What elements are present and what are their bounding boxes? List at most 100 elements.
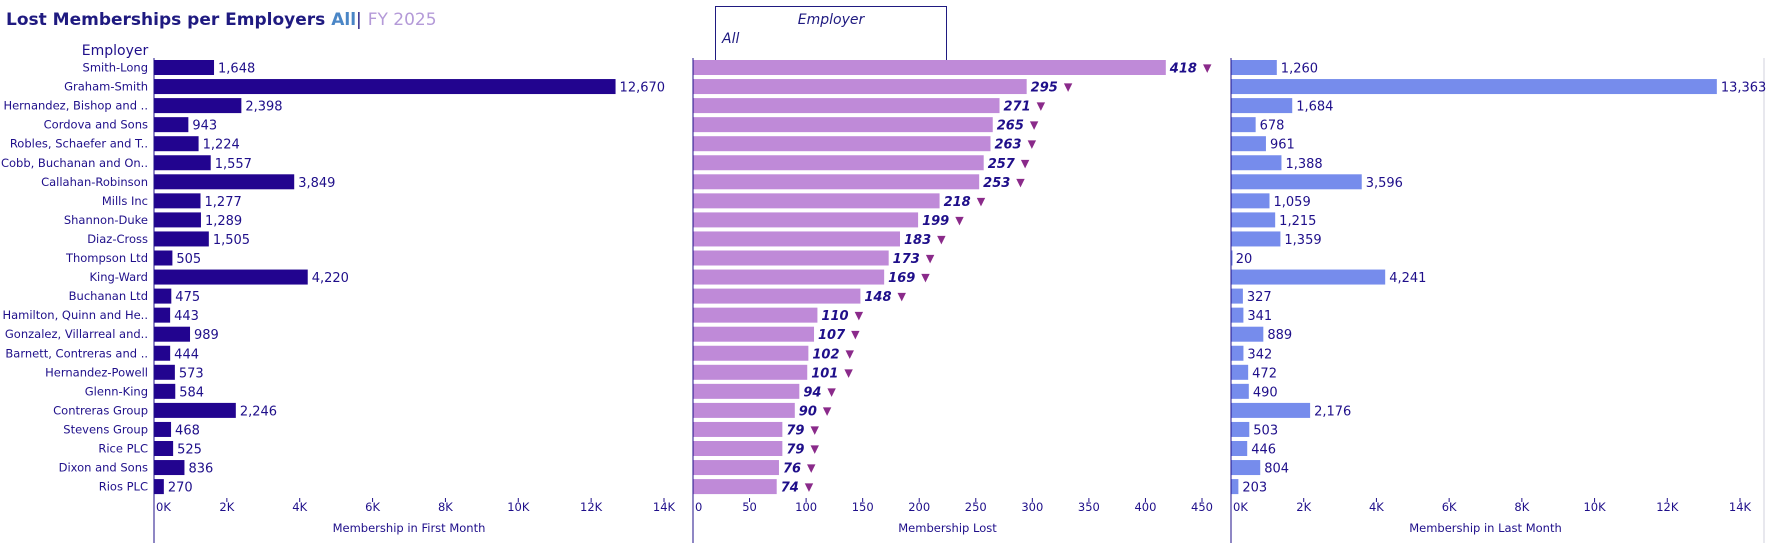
- tick-label: 250: [965, 500, 987, 514]
- axis-title: Membership in Last Month: [1409, 521, 1562, 535]
- data-label: 12,670: [620, 81, 666, 96]
- title-filter-value[interactable]: All: [331, 10, 357, 30]
- bar: [1231, 98, 1293, 114]
- data-label: 418: [1169, 62, 1197, 77]
- data-label: 199: [922, 214, 949, 229]
- tick-label: 12K: [580, 500, 603, 514]
- bar: [1231, 460, 1261, 476]
- bar: [1231, 193, 1270, 209]
- data-label: 203: [1242, 481, 1267, 496]
- employer-filter[interactable]: Employer All: [715, 6, 947, 64]
- data-label: 2,246: [240, 404, 277, 419]
- data-label: 257: [988, 157, 1016, 172]
- bar: [154, 345, 171, 361]
- dashboard-title: Lost Memberships per Employers All| FY 2…: [6, 10, 437, 30]
- data-label: 1,289: [205, 214, 242, 229]
- bar: [693, 79, 1027, 95]
- bar: [1231, 307, 1244, 323]
- bar: [1231, 60, 1277, 75]
- data-label: 94: [803, 385, 821, 400]
- data-label: 1,059: [1274, 195, 1311, 210]
- employer-label: Buchanan Ltd: [69, 289, 148, 303]
- data-label: 265: [997, 119, 1024, 134]
- decrease-arrow-icon: ▼: [807, 462, 816, 475]
- tick-label: 150: [852, 500, 874, 514]
- bar: [693, 460, 779, 476]
- data-label: 13,363: [1721, 81, 1767, 96]
- bar: [693, 326, 815, 342]
- data-label: 1,215: [1279, 214, 1316, 229]
- tick-label: 50: [742, 500, 757, 514]
- decrease-arrow-icon: ▼: [844, 366, 853, 379]
- data-label: 253: [983, 176, 1010, 191]
- data-label: 79: [786, 423, 804, 438]
- employer-label: Cobb, Buchanan and On..: [1, 156, 148, 170]
- tick-label: 400: [1134, 500, 1156, 514]
- decrease-arrow-icon: ▼: [851, 328, 860, 341]
- tick-label: 4K: [292, 500, 307, 514]
- data-label: 1,684: [1296, 100, 1333, 115]
- data-label: 342: [1247, 347, 1272, 362]
- data-label: 271: [1004, 100, 1031, 115]
- bar: [693, 98, 1000, 114]
- bar: [693, 193, 940, 209]
- axis-title: Membership in First Month: [333, 521, 486, 535]
- employer-label: King-Ward: [89, 270, 148, 284]
- employer-label: Hernandez, Bishop and ..: [3, 99, 148, 113]
- data-label: 472: [1252, 366, 1277, 381]
- bar: [1231, 479, 1239, 495]
- bar: [154, 479, 164, 495]
- data-label: 295: [1031, 81, 1058, 96]
- decrease-arrow-icon: ▼: [810, 423, 819, 436]
- bar: [154, 383, 176, 399]
- decrease-arrow-icon: ▼: [1021, 157, 1030, 170]
- tick-label: 100: [795, 500, 817, 514]
- title-period: FY 2025: [367, 10, 437, 30]
- bar: [1231, 326, 1264, 342]
- category-header: Employer: [82, 43, 149, 59]
- bar: [693, 479, 777, 495]
- bar: [693, 212, 919, 228]
- employer-label: Glenn-King: [85, 384, 148, 398]
- data-label: 263: [994, 138, 1021, 153]
- decrease-arrow-icon: ▼: [1203, 62, 1212, 75]
- data-label: 1,648: [218, 62, 255, 77]
- tick-label: 2K: [1296, 500, 1311, 514]
- decrease-arrow-icon: ▼: [1064, 81, 1073, 94]
- bar: [693, 60, 1166, 75]
- data-label: 1,359: [1284, 233, 1321, 248]
- bar: [154, 193, 201, 209]
- data-label: 503: [1253, 423, 1278, 438]
- data-label: 505: [176, 252, 201, 267]
- bar: [154, 421, 172, 437]
- decrease-arrow-icon: ▼: [846, 347, 855, 360]
- employer-label: Diaz-Cross: [87, 232, 148, 246]
- employer-label: Gonzalez, Villarreal and..: [5, 327, 148, 341]
- data-label: 102: [812, 347, 839, 362]
- decrease-arrow-icon: ▼: [827, 385, 836, 398]
- bar: [1231, 79, 1717, 95]
- employer-label: Thompson Ltd: [65, 251, 148, 265]
- bar: [693, 288, 861, 304]
- data-label: 218: [944, 195, 971, 210]
- axis-title: Membership Lost: [898, 521, 997, 535]
- bar: [693, 441, 783, 456]
- data-label: 76: [783, 462, 801, 477]
- tick-label: 2K: [219, 500, 234, 514]
- employer-label: Rios PLC: [99, 480, 148, 494]
- employer-label: Barnett, Contreras and ..: [5, 346, 148, 360]
- tick-label: 0K: [1233, 500, 1248, 514]
- bar: [154, 212, 201, 228]
- tick-label: 14K: [653, 500, 676, 514]
- data-label: 341: [1247, 309, 1272, 324]
- bar: [693, 231, 900, 247]
- bar: [154, 307, 171, 323]
- decrease-arrow-icon: ▼: [921, 271, 930, 284]
- bar: [1231, 117, 1256, 133]
- bar: [693, 402, 795, 418]
- bar: [1231, 383, 1249, 399]
- employer-filter-value[interactable]: All: [722, 31, 740, 47]
- decrease-arrow-icon: ▼: [855, 309, 864, 322]
- bar: [1231, 345, 1244, 361]
- data-label: 1,505: [213, 233, 250, 248]
